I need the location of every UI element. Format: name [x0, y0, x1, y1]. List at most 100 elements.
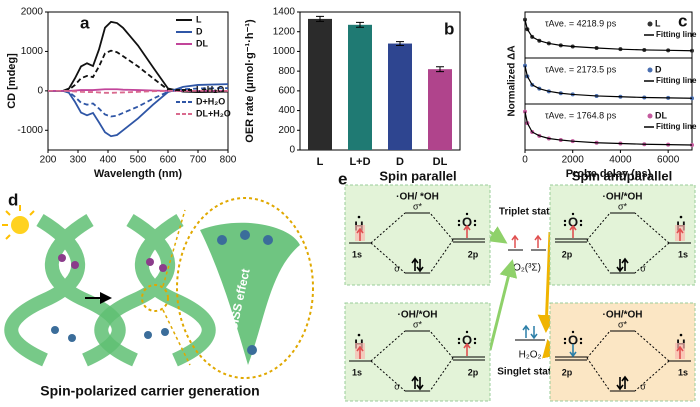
- error-bar: [396, 41, 404, 47]
- electron-dot: [457, 223, 461, 227]
- orbital-box: ·OH/*OHH1sO2pσ*σ: [549, 302, 696, 402]
- state-label: Singlet state: [497, 367, 557, 378]
- level-label: 2p: [468, 367, 479, 377]
- series-line: [48, 20, 229, 93]
- spin-arrow: [411, 257, 419, 271]
- spin-arrow: [463, 224, 471, 238]
- electron-dot: [571, 330, 575, 334]
- y-tick-label: 600: [278, 85, 295, 96]
- electron-dot: [457, 341, 461, 345]
- legend-label: L: [655, 18, 661, 28]
- y-tick-label: 1400: [273, 7, 296, 18]
- x-tick-label: 200: [40, 155, 57, 166]
- level-label: 1s: [352, 367, 362, 377]
- x-tick-label: 300: [70, 155, 87, 166]
- y-tick-label: 2000: [21, 7, 44, 18]
- panel-d-art: [2, 197, 314, 379]
- bar: [428, 69, 452, 150]
- x-tick-label: D: [396, 156, 404, 168]
- x-tick-label: 0: [522, 155, 528, 166]
- spin-arrow: [356, 227, 364, 241]
- y-axis-label: CD [mdeg]: [6, 53, 18, 109]
- level-label: σ*: [618, 319, 628, 329]
- series-line: [48, 49, 229, 93]
- level-label: 2p: [562, 249, 573, 259]
- spin-arrow: [411, 375, 419, 389]
- electron-dot: [579, 223, 583, 227]
- bar: [388, 43, 412, 150]
- y-tick-label: 400: [278, 105, 295, 116]
- electron-dot: [563, 337, 567, 341]
- oh-label: ·OH/*OH: [603, 310, 643, 321]
- x-tick-label: L: [317, 156, 324, 168]
- legend-label: Fitting line: [656, 30, 697, 39]
- y-tick-label: 0: [289, 145, 295, 156]
- y-tick-label: 800: [278, 66, 295, 77]
- x-tick-label: 4000: [609, 155, 632, 166]
- x-axis-label: Probe delay (ps): [566, 168, 652, 180]
- caption: Spin-polarized carrier generation: [40, 383, 259, 399]
- orbital-box: ·OH/*OHH1sO2pσ*σ: [549, 184, 696, 286]
- level-label: 1s: [678, 249, 688, 259]
- legend-label: L+H₂O: [196, 84, 224, 94]
- spin-arrow: [616, 377, 624, 391]
- fit-line: [524, 19, 693, 52]
- y-tick-label: -1000: [17, 125, 43, 136]
- electron-dot: [473, 223, 477, 227]
- x-tick-label: 800: [220, 155, 237, 166]
- annotation: τAve. = 2173.5 ps: [545, 64, 617, 74]
- heading: Spin parallel: [379, 168, 456, 183]
- electron-dot: [473, 341, 477, 345]
- y-tick-label: 1000: [21, 46, 44, 57]
- heading: Spin antiparallel: [572, 168, 672, 183]
- level-label: 2p: [468, 249, 479, 259]
- y-tick-label: 0: [37, 85, 43, 96]
- plot-frame: [299, 11, 461, 151]
- x-tick-label: 6000: [657, 155, 680, 166]
- atom-label: O: [568, 332, 578, 347]
- legend-swatch: [647, 113, 653, 119]
- spin-arrow: [676, 345, 684, 359]
- spin-arrow: [416, 377, 424, 391]
- orbital-box: ·OH/*OHH1sO2pσ*σ: [344, 302, 491, 402]
- level-label: 1s: [678, 367, 688, 377]
- species-label: O₂(³Σ): [513, 263, 541, 274]
- oh-label: ·OH/*OH: [603, 192, 643, 203]
- error-bar: [356, 21, 364, 28]
- spin-arrow: [356, 345, 364, 359]
- legend-label: Fitting line: [656, 122, 697, 131]
- electron-dot: [473, 337, 477, 341]
- x-tick-label: 2000: [562, 155, 585, 166]
- state-label: Triplet state: [499, 207, 556, 218]
- electron-dot: [465, 330, 469, 334]
- panel-label: e: [338, 169, 347, 188]
- electron-dot: [457, 219, 461, 223]
- x-tick-label: L+D: [349, 156, 370, 168]
- level-label: σ: [640, 263, 646, 273]
- electron-dot: [579, 219, 583, 223]
- atom-label: O: [462, 332, 472, 347]
- y-tick-label: 1000: [273, 46, 296, 57]
- level-label: σ: [394, 263, 400, 273]
- spin-arrow: [616, 259, 624, 273]
- y-tick-label: 200: [278, 125, 295, 136]
- legend-label: L: [196, 14, 202, 24]
- radical-dot: [357, 333, 361, 337]
- x-axis-label: Wavelength (nm): [94, 168, 183, 180]
- orbital-box: ·OH/ *OHH1sO2pσ*σ: [344, 184, 491, 286]
- y-axis-label: OER rate (μmol·g⁻¹·h⁻¹): [244, 19, 256, 143]
- legend-label: D: [655, 64, 662, 74]
- electron-dot: [457, 337, 461, 341]
- legend-label: DL: [196, 38, 208, 48]
- spin-arrow: [463, 342, 471, 356]
- x-tick-label: DL: [433, 156, 448, 168]
- level-label: σ*: [618, 201, 628, 211]
- level-label: σ: [640, 381, 646, 391]
- y-axis-label: Normalized ΔA: [507, 45, 518, 116]
- oh-label: ·OH/*OH: [398, 310, 438, 321]
- legend-label: DL+H₂O: [196, 108, 231, 118]
- level-label: 2p: [562, 367, 573, 377]
- level-label: σ*: [413, 319, 423, 329]
- legend-label: D+H₂O: [196, 96, 225, 106]
- panel-label: d: [8, 190, 18, 209]
